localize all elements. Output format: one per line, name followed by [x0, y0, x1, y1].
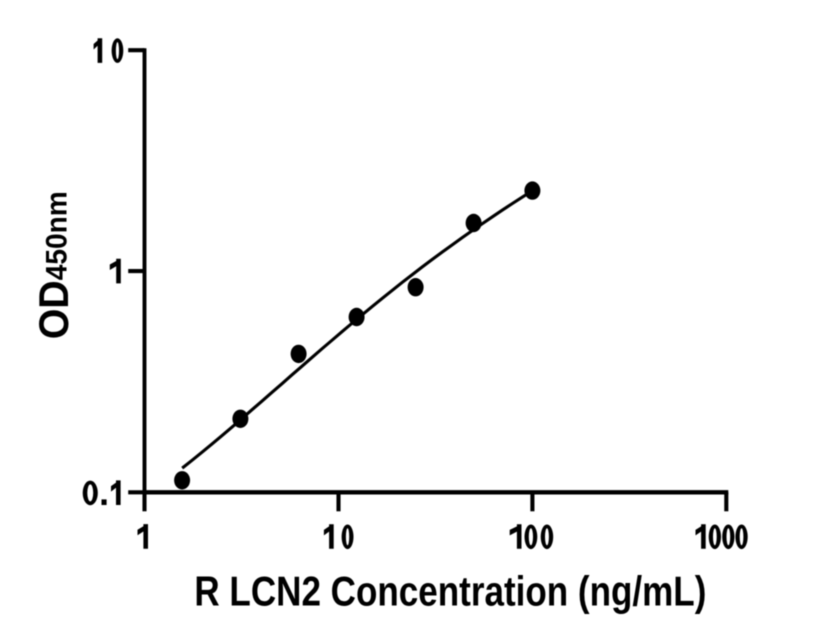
- svg-text:R LCN2 Concentration (ng/mL): R LCN2 Concentration (ng/mL): [194, 567, 706, 614]
- svg-text:OD450nm: OD450nm: [30, 191, 77, 339]
